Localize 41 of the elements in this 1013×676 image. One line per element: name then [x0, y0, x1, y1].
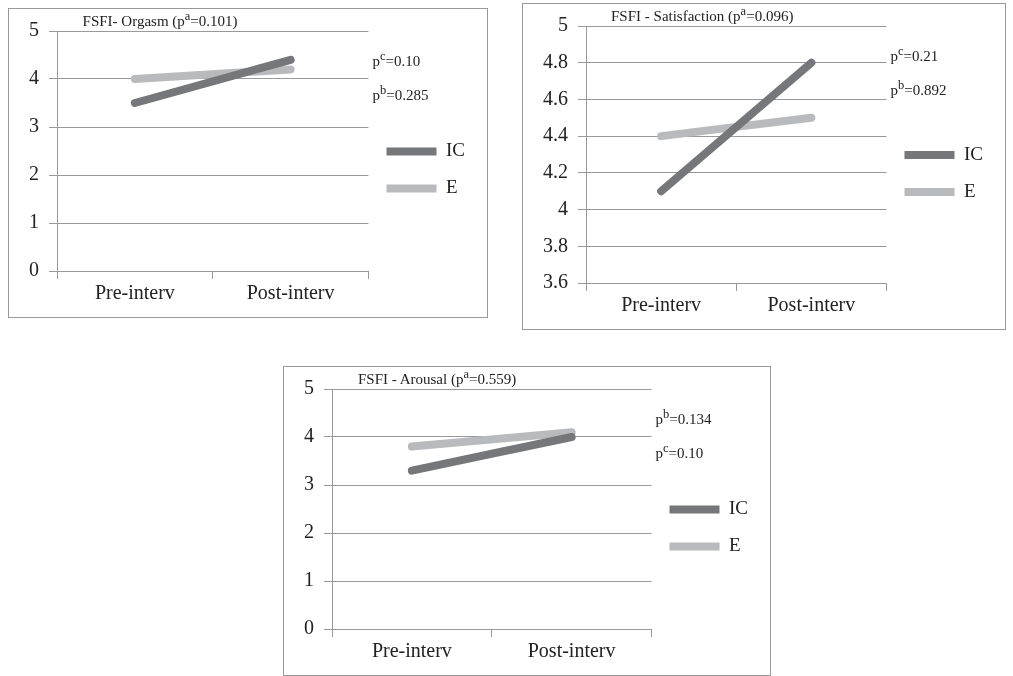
legend-label: E [729, 534, 741, 556]
y-tick-label: 0 [304, 616, 314, 639]
y-tick-label: 4 [558, 196, 568, 219]
y-tick-label: 2 [29, 162, 39, 185]
y-tick-label: 4.8 [543, 49, 568, 72]
y-tick-label: 5 [304, 376, 314, 399]
chart-title: FSFI- Orgasm (p$^{a}$=0.101) [82, 9, 238, 30]
y-tick-label: 1 [29, 210, 39, 233]
y-tick-label: 4.4 [543, 123, 568, 146]
y-tick-label: 4 [304, 424, 314, 447]
y-tick-label: 0 [29, 258, 39, 281]
y-tick-label: 4.2 [543, 160, 568, 183]
x-tick-label: Post-interv [527, 639, 616, 662]
y-tick-label: 5 [29, 18, 39, 41]
x-tick-label: Pre-interv [371, 639, 452, 662]
y-tick-label: 3.8 [543, 233, 568, 256]
text: p$^{b}$=0.892 [890, 78, 947, 99]
text: p$^{b}$=0.134 [655, 407, 712, 428]
text: p$^{c}$=0.10 [372, 49, 421, 70]
legend-label: IC [729, 497, 748, 519]
y-tick-label: 2 [304, 520, 314, 543]
text: p$^{c}$=0.21 [890, 44, 939, 65]
chart-title: FSFI - Satisfaction (p$^{a}$=0.096) [611, 4, 794, 25]
x-tick-label: Pre-interv [621, 293, 702, 316]
y-tick-label: 5 [558, 13, 568, 36]
text: p$^{c}$=0.10 [655, 441, 704, 462]
chart-title: FSFI - Arousal (p$^{a}$=0.559) [357, 367, 517, 388]
y-tick-label: 4.6 [543, 86, 568, 109]
y-tick-label: 3 [304, 472, 314, 495]
legend-label: E [446, 176, 458, 198]
legend-label: IC [964, 142, 983, 164]
y-tick-label: 3.6 [543, 270, 568, 293]
y-tick-label: 4 [29, 66, 39, 89]
y-tick-label: 1 [304, 568, 314, 591]
x-tick-label: Post-interv [767, 293, 856, 316]
x-tick-label: Post-interv [246, 281, 335, 304]
legend-label: E [964, 179, 976, 201]
x-tick-label: Pre-interv [94, 281, 175, 304]
y-tick-label: 3 [29, 114, 39, 137]
text: p$^{b}$=0.285 [372, 83, 429, 104]
legend-label: IC [446, 139, 465, 161]
